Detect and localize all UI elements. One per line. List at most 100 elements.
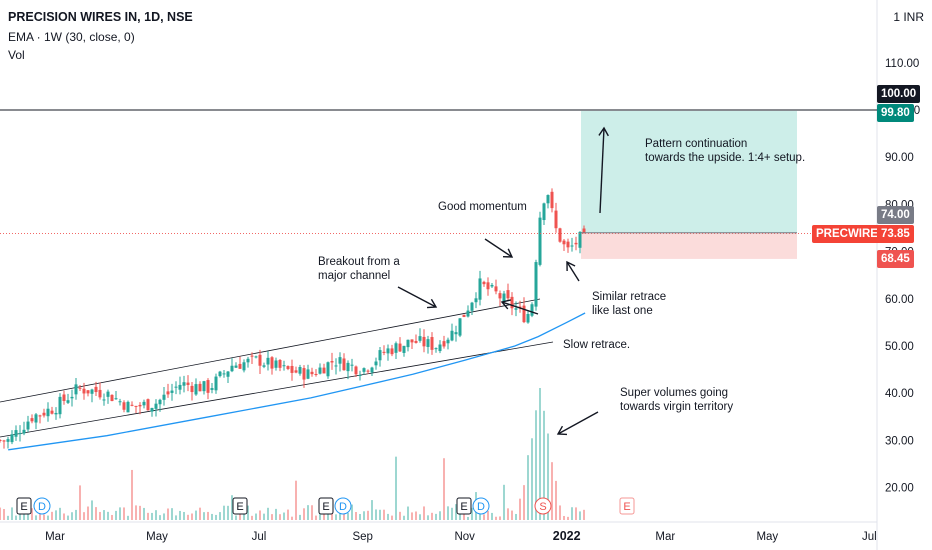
price-candle [490, 282, 494, 288]
price-candle [98, 382, 102, 400]
volume-bar [371, 500, 373, 520]
price-candle [222, 369, 226, 378]
price-candle [182, 375, 186, 393]
volume-bar [347, 513, 349, 520]
annotation-breakout: Breakout from a major channel [318, 256, 400, 282]
price-candle [282, 360, 286, 371]
volume-bar [95, 507, 97, 520]
volume-bar [431, 512, 433, 520]
price-candle [570, 237, 574, 252]
earnings-marker[interactable]: E [456, 497, 472, 515]
price-candle [374, 357, 378, 370]
price-candle [330, 352, 334, 370]
earnings-marker[interactable]: E [232, 497, 248, 515]
volume-bar [355, 511, 357, 520]
y-tick-label: 90.00 [885, 152, 914, 164]
volume-bar [507, 508, 509, 520]
volume-bar [583, 509, 585, 520]
earnings-marker[interactable]: E [16, 497, 32, 515]
x-tick-label: Jul [862, 531, 877, 543]
volume-bar [503, 484, 505, 520]
price-candle [134, 405, 138, 414]
indicator-label[interactable]: EMA · 1W (30, close, 0) [8, 30, 135, 44]
volume-bar [79, 485, 81, 520]
price-candle [146, 398, 150, 411]
price-candle [142, 399, 146, 409]
price-candle [298, 364, 302, 376]
ema-line [8, 312, 586, 451]
channel-lower-line [0, 341, 554, 438]
price-candle [322, 363, 326, 374]
volume-bar [315, 515, 317, 520]
dividend-marker[interactable]: D [334, 497, 352, 515]
volume-bar [363, 511, 365, 520]
volume-bar [231, 495, 233, 520]
price-candle [234, 362, 238, 368]
price-candle [530, 302, 534, 318]
volume-bar [3, 509, 5, 520]
price-candle [70, 389, 74, 407]
volume-bar [207, 511, 209, 520]
currency-label[interactable]: 1 INR [893, 10, 924, 24]
dividend-marker[interactable]: D [472, 497, 490, 515]
earnings-marker[interactable]: E [318, 497, 334, 515]
price-tag-stop[interactable]: 68.45 [877, 250, 914, 268]
chart-title: PRECISION WIRES IN, 1D, NSE [8, 10, 193, 24]
price-candle [270, 356, 274, 375]
price-candle [158, 398, 162, 412]
x-tick-label: May [756, 531, 778, 543]
volume-bar [59, 507, 61, 520]
dividend-marker[interactable]: D [33, 497, 51, 515]
dividend-marker-label: D [477, 501, 485, 513]
volume-bar [527, 455, 529, 520]
price-candle [126, 400, 130, 413]
price-candle [258, 349, 262, 374]
price-candle [422, 329, 426, 353]
volume-bar [387, 513, 389, 520]
volume-bar [415, 511, 417, 520]
price-candle [198, 381, 202, 392]
split-marker[interactable]: S [534, 497, 552, 515]
volume-bar [107, 511, 109, 520]
price-candle [438, 340, 442, 354]
volume-bar [171, 508, 173, 520]
dividend-marker-label: D [339, 501, 347, 513]
price-candle [238, 356, 242, 370]
price-candle [518, 300, 522, 313]
earnings-marker[interactable]: E [619, 497, 635, 515]
price-candle [582, 225, 586, 234]
volume-bar [283, 512, 285, 520]
price-tag-target-box[interactable]: 99.80 [877, 104, 914, 122]
volume-bar [203, 512, 205, 520]
price-candle [338, 352, 342, 372]
price-candle [354, 365, 358, 378]
price-candle [250, 352, 254, 364]
volume-bar [39, 508, 41, 520]
price-tag-last[interactable]: 73.85 [877, 225, 914, 243]
price-candle [130, 401, 134, 407]
price-tag-target[interactable]: 100.00 [877, 85, 921, 103]
price-candle [514, 301, 518, 317]
annotation-volumes: Super volumes going towards virgin terri… [620, 387, 734, 413]
earnings-marker-label: E [623, 501, 630, 513]
volume-bar [119, 507, 121, 520]
price-candle [190, 381, 194, 401]
price-candle [558, 227, 562, 243]
volume-bar [51, 511, 53, 520]
price-candle [534, 259, 538, 311]
x-tick-label: May [146, 531, 168, 543]
price-candle [310, 367, 314, 377]
volume-bar [559, 505, 561, 520]
price-candle [442, 335, 446, 349]
volume-bar [155, 510, 157, 520]
volume-bar [555, 480, 557, 520]
ticker-tag[interactable]: PRECWIRE [812, 225, 882, 243]
volume-bar [451, 507, 453, 520]
volume-bar [227, 505, 229, 520]
price-tag-entry[interactable]: 74.00 [877, 206, 914, 224]
price-candle [246, 356, 250, 368]
volume-label[interactable]: Vol [8, 48, 25, 62]
target-zone [581, 110, 797, 233]
price-candle [62, 390, 66, 405]
